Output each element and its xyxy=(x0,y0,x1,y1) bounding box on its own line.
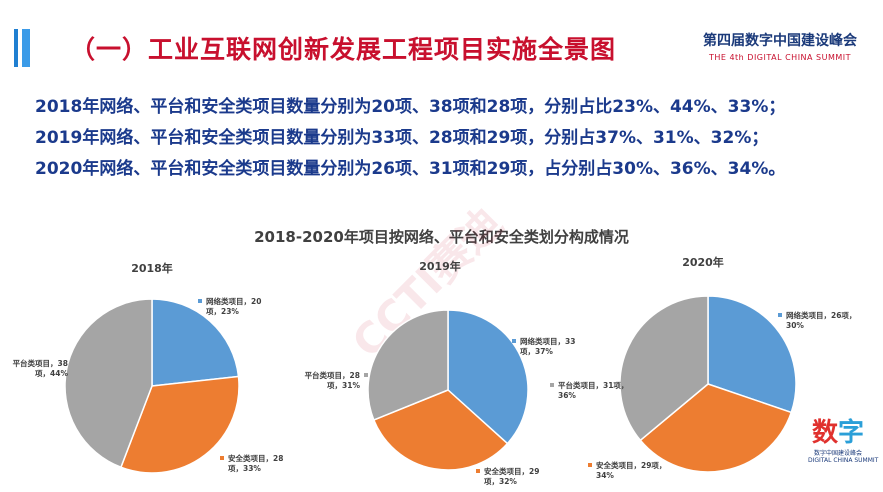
pie-label-marker-platform-3 xyxy=(550,383,554,387)
pie-slice-platform-1 xyxy=(64,298,153,469)
pie-label-marker-security-2 xyxy=(476,469,480,473)
summary-line-2020: 2020年网络、平台和安全类项目数量分别为26项、31项和29项，占分别占30%… xyxy=(35,159,786,179)
title-accent-bar xyxy=(14,29,18,67)
summary-line-2018: 2018年网络、平台和安全类项目数量分别为20项、38项和28项，分别占比23%… xyxy=(35,97,786,117)
page-title: （一）工业互联网创新发展工程项目实施全景图 xyxy=(70,35,617,64)
pie-year-label-2: 2019年 xyxy=(419,259,461,273)
summit-emblem-text: 数字中国建设峰会 xyxy=(813,450,862,457)
summit-logo: 第四届数字中国建设峰会 THE 4th DIGITAL CHINA SUMMIT xyxy=(690,30,870,62)
pie-slice-network-1 xyxy=(151,298,240,387)
pie-label-marker-security-3 xyxy=(588,463,592,467)
pie-year-label-3: 2020年 xyxy=(682,255,724,269)
pie-data-label-network-1: 网络类项目，20 项，23% xyxy=(206,296,261,316)
summit-emblem: 数字 数字中国建设峰会 DIGITAL CHINA SUMMIT xyxy=(808,418,879,464)
pie-label-marker-network-1 xyxy=(198,299,202,303)
summit-logo-en: THE 4th DIGITAL CHINA SUMMIT xyxy=(708,53,852,62)
pie-data-label-security-1: 安全类项目，28 项，33% xyxy=(228,453,283,473)
pie-data-label-security-2: 安全类项目，29 项，32% xyxy=(484,466,539,486)
title-accent-bar-wide xyxy=(22,29,30,67)
pie-data-label-security-3: 安全类项目，29项， 34% xyxy=(596,460,666,480)
chart-title: 2018-2020年项目按网络、平台和安全类划分构成情况 xyxy=(254,228,629,246)
pie-label-marker-security-1 xyxy=(220,456,224,460)
pie-data-label-platform-3: 平台类项目，31项， 36% xyxy=(558,380,628,400)
pie-slice-network-2 xyxy=(447,309,529,445)
pie-slice-platform-3 xyxy=(619,295,709,442)
pie-slice-security-2 xyxy=(372,389,509,471)
pie-data-label-network-2: 网络类项目，33 项，37% xyxy=(520,336,575,356)
pie-year-label-1: 2018年 xyxy=(131,261,173,275)
summit-emblem-sub: DIGITAL CHINA SUMMIT xyxy=(808,457,879,464)
pie-slice-platform-2 xyxy=(367,309,449,421)
summary-block: 2018年网络、平台和安全类项目数量分别为20项、38项和28项，分别占比23%… xyxy=(35,92,785,185)
summit-emblem-mark: 数字 xyxy=(811,418,865,448)
pie-slice-network-3 xyxy=(707,295,797,414)
pie-label-marker-network-3 xyxy=(778,313,782,317)
pie-data-label-network-3: 网络类项目，26项， 30% xyxy=(786,310,856,330)
pie-slice-security-3 xyxy=(639,383,793,473)
pie-data-label-platform-1: 平台类项目，38 项，44% xyxy=(13,358,69,378)
pie-data-label-platform-2: 平台类项目，28 项，31% xyxy=(305,370,361,390)
pie-label-marker-platform-1 xyxy=(72,361,76,365)
pie-label-marker-platform-2 xyxy=(364,373,368,377)
summary-line-2019: 2019年网络、平台和安全类项目数量分别为33项、28项和29项，分别占37%、… xyxy=(35,128,769,148)
pie-label-marker-network-2 xyxy=(512,339,516,343)
summit-logo-cn: 第四届数字中国建设峰会 xyxy=(703,33,857,49)
pie-slice-security-1 xyxy=(119,375,240,474)
